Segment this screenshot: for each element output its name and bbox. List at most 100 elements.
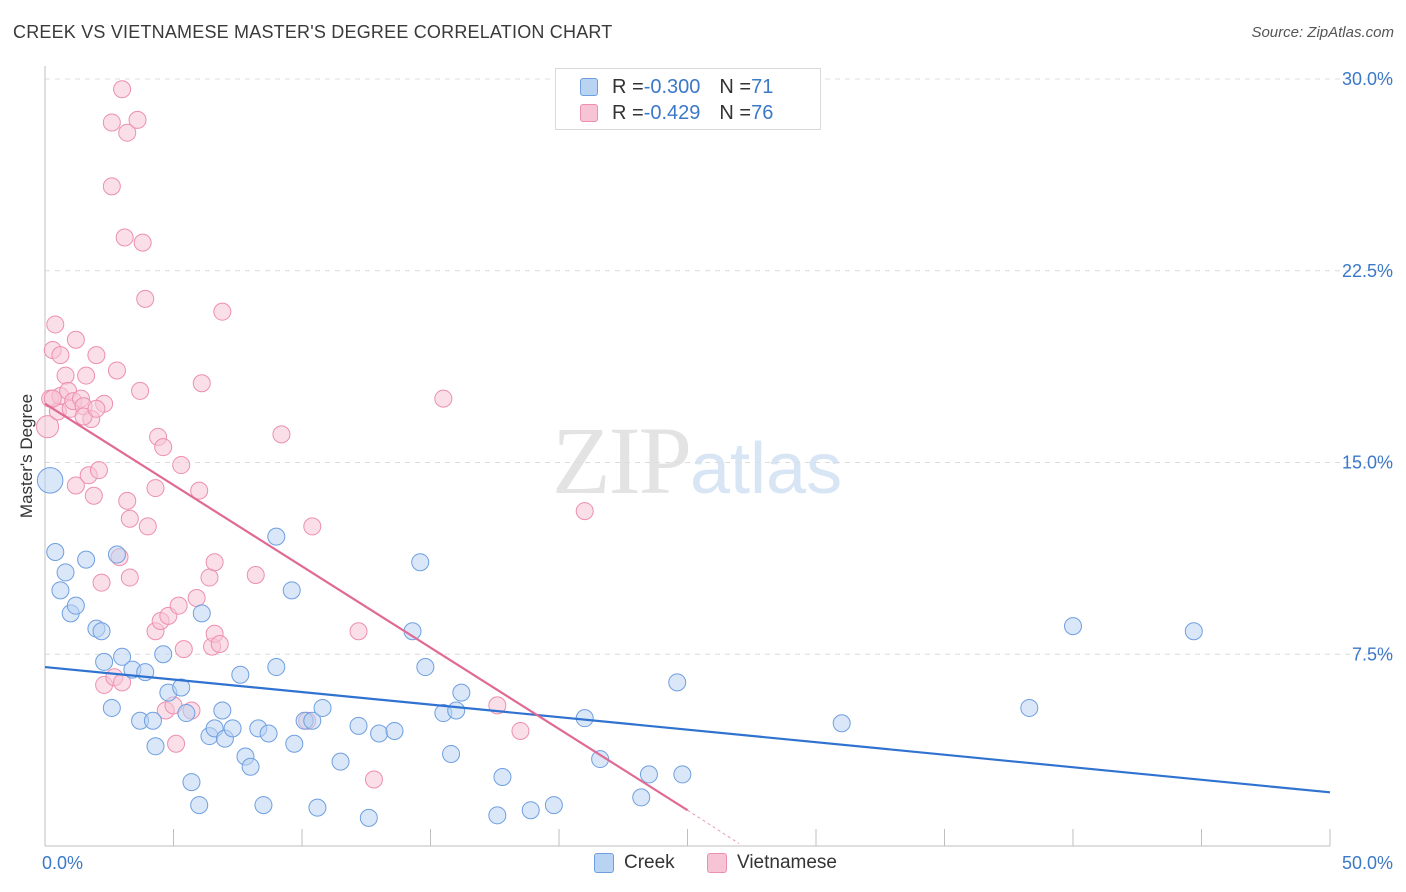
creek-point (668, 673, 687, 692)
vietnamese-point (167, 734, 186, 753)
vietnamese-point (102, 177, 121, 196)
vietnamese-point (133, 233, 152, 252)
creek-point (223, 719, 242, 738)
vietnamese-point (174, 640, 193, 659)
vietnamese-point (146, 479, 165, 498)
y-tick-label: 7.5% (1352, 644, 1393, 664)
vietnamese-point (210, 635, 229, 654)
creek-point (303, 711, 322, 730)
y-tick-label: 30.0% (1342, 69, 1393, 89)
creek-point (385, 721, 404, 740)
vietnamese-points (36, 80, 594, 789)
creek-point (66, 596, 85, 615)
vietnamese-point (46, 315, 65, 334)
legend-r-label: R = (612, 101, 644, 124)
creek-point (1020, 698, 1039, 717)
vietnamese-point (118, 123, 137, 142)
creek-point (267, 658, 286, 677)
creek-points (36, 467, 1203, 827)
creek-point (259, 724, 278, 743)
vietnamese-point (120, 509, 139, 528)
creek-point (95, 652, 114, 671)
vietnamese-point (349, 622, 368, 641)
vietnamese-point (272, 425, 291, 444)
legend-row-vietnamese: R = -0.429 N = 76 (580, 100, 773, 126)
vietnamese-point (56, 366, 75, 385)
vietnamese-point (102, 113, 121, 132)
creek-trend-line (44, 665, 1331, 794)
vietnamese-swatch (580, 104, 598, 122)
creek-point (639, 765, 658, 784)
vietnamese-point (84, 486, 103, 505)
creek-point (416, 658, 435, 677)
bottom-legend-creek: Creek (594, 852, 675, 874)
vietnamese-point (131, 381, 150, 400)
correlation-legend: R = -0.300 N = 71 R = -0.429 N = 76 (555, 68, 821, 130)
creek-point (213, 701, 232, 720)
vietnamese-point (246, 565, 265, 584)
source-credit: Source: ZipAtlas.com (1251, 24, 1394, 41)
creek-point (231, 665, 250, 684)
vietnamese-point (154, 438, 173, 457)
creek-point (544, 796, 563, 815)
vietnamese-point (190, 481, 209, 500)
legend-r-label: R = (612, 75, 644, 98)
legend-n-value: 76 (751, 101, 774, 124)
x-tick-label: 50.0% (1342, 853, 1393, 873)
vietnamese-point (36, 415, 60, 439)
creek-point (632, 788, 651, 807)
vietnamese-point (66, 330, 85, 349)
vietnamese-point (303, 517, 322, 536)
grid (45, 78, 1393, 655)
x-tick-label: 0.0% (42, 853, 83, 873)
creek-point (56, 563, 75, 582)
creek-point (36, 467, 64, 494)
trend-lines (44, 402, 1331, 844)
vietnamese-point (113, 80, 132, 99)
creek-point (447, 701, 466, 720)
creek-point (411, 553, 430, 572)
legend-row-creek: R = -0.300 N = 71 (580, 74, 773, 100)
vietnamese-point (187, 589, 206, 608)
vietnamese-point (120, 568, 139, 587)
creek-point (313, 698, 332, 717)
creek-point (521, 801, 540, 820)
vietnamese-trend-line (44, 402, 689, 812)
vietnamese-trend-extension (687, 809, 740, 844)
watermark: ZIPatlas (552, 405, 842, 516)
legend-n-label: N = (719, 75, 752, 98)
vietnamese-point (89, 461, 108, 480)
vietnamese-point (118, 491, 137, 510)
creek-point (154, 645, 173, 664)
vietnamese-point (107, 361, 126, 380)
creek-point (146, 737, 165, 756)
vietnamese-point (87, 346, 106, 365)
vietnamese-point (169, 596, 188, 615)
creek-point (182, 773, 201, 792)
vietnamese-point (66, 476, 85, 495)
creek-point (832, 714, 851, 733)
creek-point (46, 542, 65, 561)
creek-point (359, 808, 378, 827)
vietnamese-point (92, 573, 111, 592)
vietnamese-point (434, 389, 453, 408)
creek-point (190, 796, 209, 815)
creek-point (267, 527, 286, 546)
creek-point (113, 647, 132, 666)
vietnamese-point (51, 346, 70, 365)
creek-point (282, 581, 301, 600)
creek-point (673, 765, 692, 784)
watermark-zip: ZIP (552, 407, 692, 514)
vietnamese-point (115, 228, 134, 247)
creek-point (370, 724, 389, 743)
vietnamese-point (172, 456, 191, 475)
bottom-legend-vietnamese: Vietnamese (707, 852, 837, 874)
vietnamese-swatch (707, 853, 727, 873)
creek-point (452, 683, 471, 702)
creek-point (107, 545, 126, 564)
y-axis-label: Master's Degree (17, 394, 36, 518)
vietnamese-point (511, 721, 530, 740)
creek-point (1064, 617, 1082, 636)
creek-point (254, 796, 273, 815)
vietnamese-point (77, 366, 96, 385)
